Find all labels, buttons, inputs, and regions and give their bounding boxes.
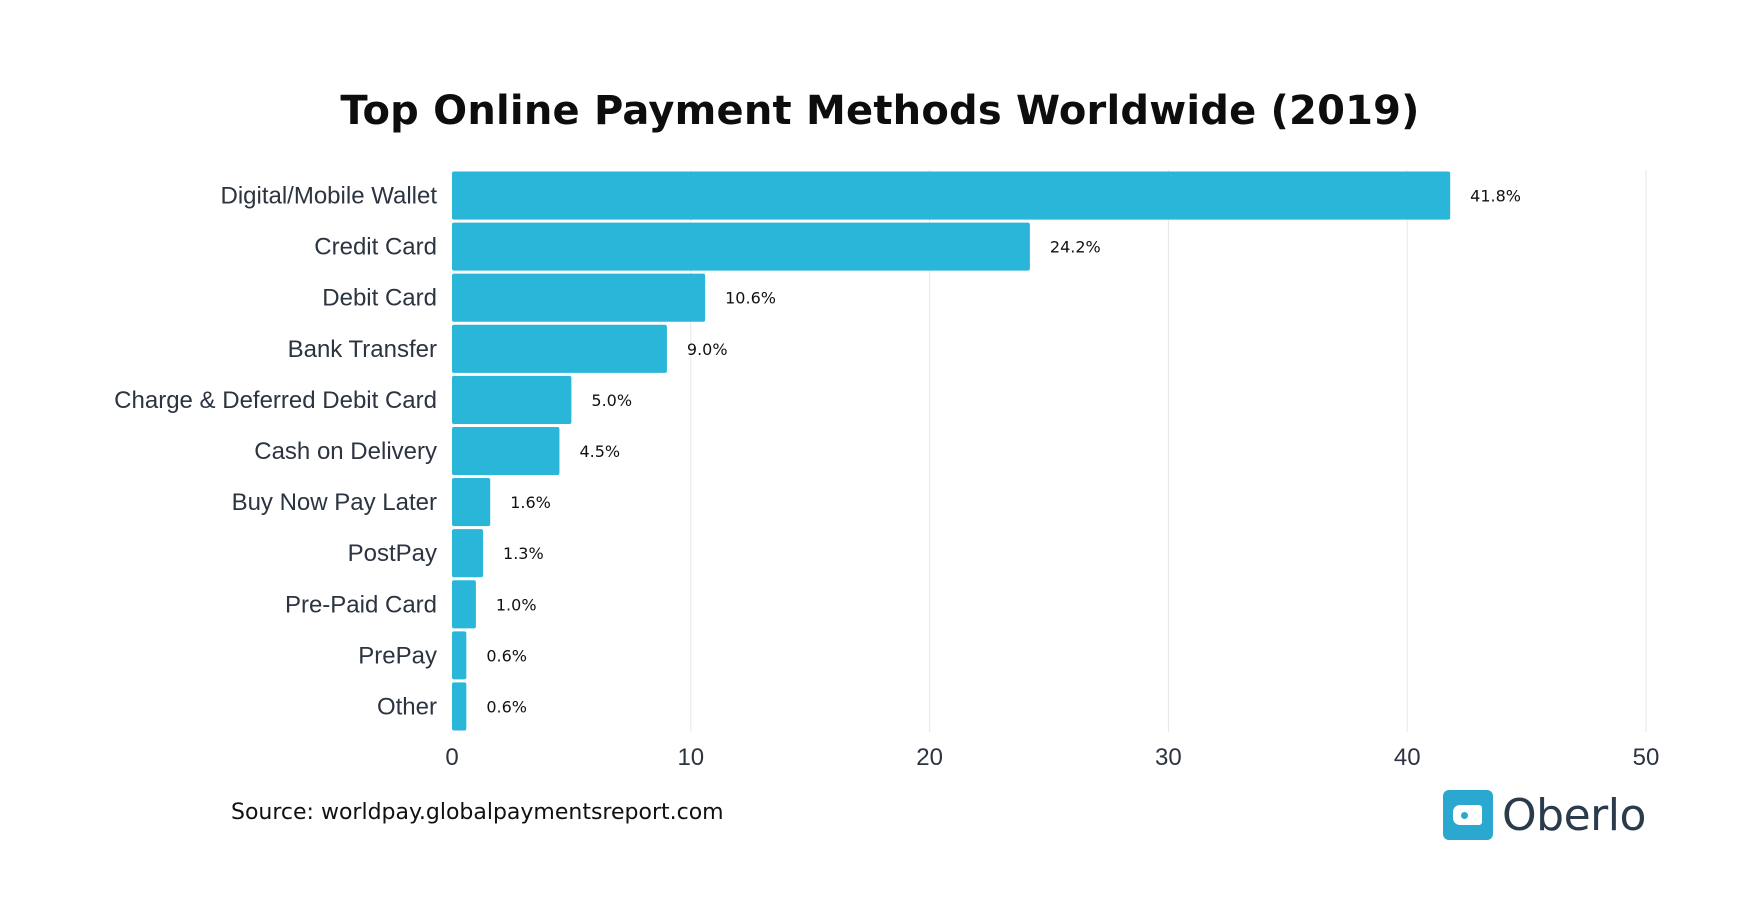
- x-tick-label-0: 0: [445, 744, 458, 771]
- value-label-3: 9.0%: [687, 340, 728, 359]
- bar-8: [452, 580, 476, 629]
- bar-1: [452, 222, 1030, 271]
- category-label-5: Cash on Delivery: [254, 438, 437, 465]
- category-label-8: Pre-Paid Card: [285, 591, 437, 618]
- bar-4: [452, 375, 572, 424]
- bar-7: [452, 529, 484, 578]
- category-label-6: Buy Now Pay Later: [232, 489, 437, 516]
- value-label-7: 1.3%: [503, 544, 544, 563]
- value-label-8: 1.0%: [496, 595, 537, 614]
- value-label-9: 0.6%: [486, 646, 527, 665]
- category-label-4: Charge & Deferred Debit Card: [114, 387, 437, 414]
- value-label-2: 10.6%: [725, 289, 776, 308]
- bar-5: [452, 426, 560, 476]
- x-tick-label-40: 40: [1394, 744, 1421, 771]
- value-label-0: 41.8%: [1470, 187, 1521, 206]
- bar-2: [452, 273, 706, 322]
- category-label-10: Other: [377, 693, 437, 720]
- category-label-2: Debit Card: [322, 285, 437, 312]
- labels: 0 10 20 30 40 50 Digital/Mobile Wallet 41.8% Cre…: [114, 183, 1659, 771]
- value-label-5: 4.5%: [579, 442, 620, 461]
- value-label-4: 5.0%: [591, 391, 632, 410]
- x-tick-label-30: 30: [1155, 744, 1182, 771]
- bar-9: [452, 631, 467, 680]
- x-tick-label-20: 20: [916, 744, 943, 771]
- bars: [452, 171, 1451, 731]
- oberlo-logo: Oberlo: [1443, 789, 1646, 841]
- source-note: Source: worldpay.globalpaymentsreport.co…: [231, 800, 724, 825]
- value-label-10: 0.6%: [486, 697, 527, 716]
- value-label-1: 24.2%: [1050, 238, 1101, 257]
- bar-0: [452, 171, 1451, 220]
- x-tick-label-50: 50: [1633, 744, 1660, 771]
- value-label-6: 1.6%: [510, 493, 551, 512]
- category-label-7: PostPay: [348, 540, 437, 567]
- category-label-1: Credit Card: [314, 234, 437, 261]
- bar-10: [452, 682, 467, 731]
- bar-6: [452, 478, 491, 527]
- logo-text: Oberlo: [1502, 789, 1646, 841]
- category-label-0: Digital/Mobile Wallet: [220, 183, 437, 210]
- bar-3: [452, 324, 667, 373]
- x-tick-label-10: 10: [677, 744, 704, 771]
- category-label-3: Bank Transfer: [288, 336, 437, 363]
- price-tag-icon: [1443, 790, 1493, 840]
- category-label-9: PrePay: [358, 642, 437, 669]
- chart-title: Top Online Payment Methods Worldwide (20…: [340, 88, 1420, 134]
